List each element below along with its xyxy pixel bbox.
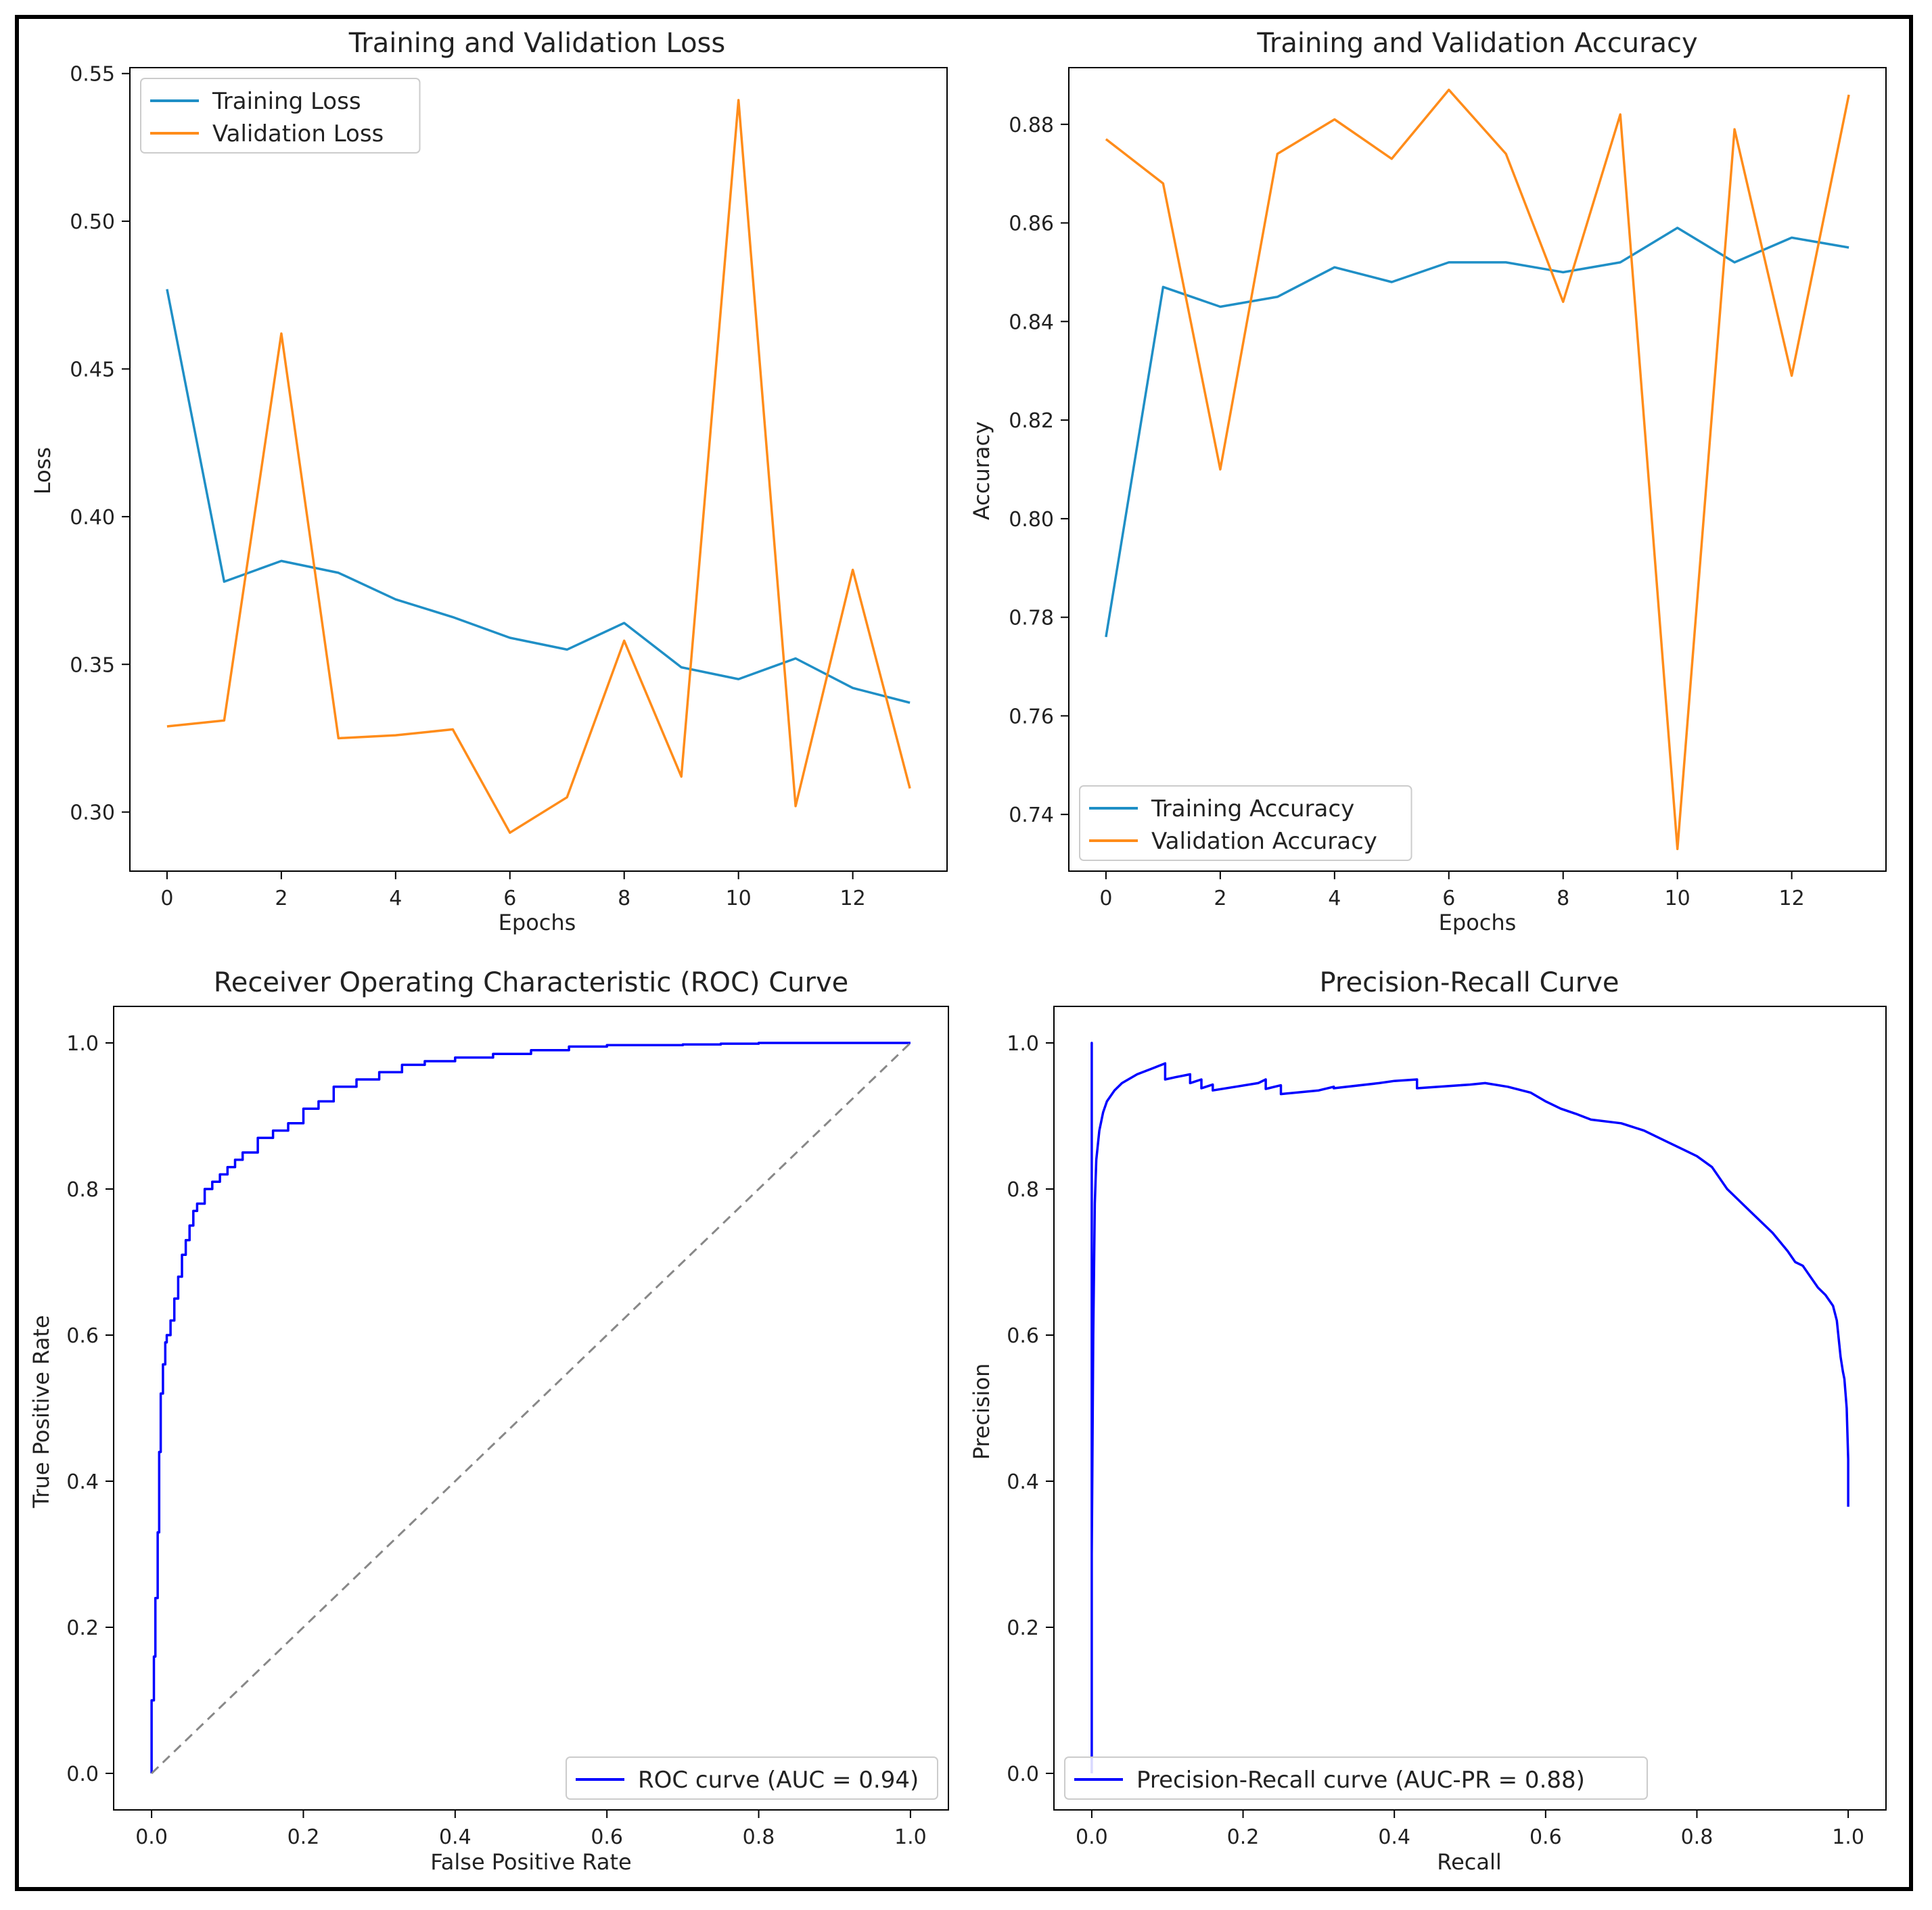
loss-y-tick-label: 0.40 (70, 506, 115, 530)
loss-y-tick-label: 0.50 (70, 210, 115, 234)
accuracy-y-tick-label: 0.80 (1009, 508, 1054, 532)
accuracy-validation-accuracy-line (1105, 89, 1850, 850)
pr-chart-panel: Precision-Recall Curve Recall Precision … (969, 967, 1887, 1875)
accuracy-legend: Training Accuracy Validation Accuracy (1079, 785, 1412, 861)
pr-x-tick-label: 0.8 (1681, 1825, 1714, 1849)
accuracy-legend-label: Training Accuracy (1151, 795, 1354, 822)
loss-x-tick-label: 0 (160, 887, 173, 910)
roc-x-axis-label: False Positive Rate (430, 1849, 631, 1875)
figure-frame (15, 15, 1913, 1891)
pr-y-tick-label: 0.2 (1007, 1616, 1039, 1640)
accuracy-y-tick-label: 0.76 (1009, 705, 1054, 728)
loss-x-tick-label: 8 (618, 887, 630, 910)
pr-x-tick-label: 1.0 (1832, 1825, 1864, 1849)
pr-y-tick-label: 0.8 (1007, 1178, 1039, 1202)
roc-y-tick-label: 0.0 (66, 1763, 99, 1786)
loss-chart-panel: Training and Validation Loss Epochs Loss… (30, 28, 948, 935)
roc-y-tick-label: 0.2 (66, 1616, 99, 1640)
accuracy-x-tick-label: 4 (1328, 887, 1341, 910)
loss-x-tick-label: 2 (275, 887, 288, 910)
accuracy-training-accuracy-line (1105, 227, 1849, 638)
roc-x-tick-label: 1.0 (894, 1825, 927, 1849)
roc-chart-title: Receiver Operating Characteristic (ROC) … (214, 967, 849, 998)
loss-validation-loss-line (166, 99, 911, 834)
roc-x-tick-label: 0.2 (288, 1825, 320, 1849)
loss-axes-frame (129, 67, 948, 872)
pr-x-tick-label: 0.6 (1530, 1825, 1562, 1849)
roc-x-tick-label: 0.8 (743, 1825, 775, 1849)
loss-y-tick-label: 0.55 (70, 63, 115, 87)
accuracy-y-tick-label: 0.88 (1009, 114, 1054, 137)
loss-x-tick-label: 12 (840, 887, 866, 910)
accuracy-chart-panel: Training and Validation Accuracy Epochs … (969, 28, 1887, 935)
pr-y-tick-label: 0.4 (1007, 1470, 1039, 1494)
accuracy-x-axis-label: Epochs (1439, 910, 1517, 935)
loss-y-tick-label: 0.45 (70, 358, 115, 382)
pr-precision-recall-curve-auc-pr-0-88-line (1090, 1042, 1849, 1773)
accuracy-x-tick-label: 8 (1557, 887, 1569, 910)
loss-y-tick-label: 0.30 (70, 801, 115, 825)
roc-x-tick-label: 0.4 (439, 1825, 472, 1849)
pr-y-axis-label: Precision (969, 1364, 994, 1460)
pr-y-tick-label: 0.6 (1007, 1324, 1039, 1348)
pr-x-tick-label: 0.4 (1378, 1825, 1410, 1849)
accuracy-chart-title: Training and Validation Accuracy (1256, 28, 1697, 59)
loss-training-loss-line (166, 289, 911, 704)
roc-legend-label: ROC curve (AUC = 0.94) (638, 1767, 919, 1794)
roc-y-tick-label: 1.0 (66, 1032, 99, 1056)
pr-y-tick-label: 0.0 (1007, 1763, 1039, 1786)
pr-legend-label: Precision-Recall curve (AUC-PR = 0.88) (1136, 1767, 1585, 1794)
accuracy-axes-frame (1068, 67, 1887, 872)
accuracy-legend-label: Validation Accuracy (1151, 828, 1377, 855)
loss-legend: Training Loss Validation Loss (140, 78, 421, 154)
loss-legend-label: Training Loss (212, 88, 361, 115)
accuracy-y-tick-label: 0.84 (1009, 310, 1054, 334)
roc-y-tick-label: 0.6 (66, 1324, 99, 1348)
pr-x-tick-label: 0.0 (1076, 1825, 1108, 1849)
accuracy-x-tick-label: 2 (1214, 887, 1226, 910)
pr-x-axis-label: Recall (1437, 1849, 1501, 1875)
roc-x-tick-label: 0.0 (135, 1825, 168, 1849)
pr-x-tick-label: 0.2 (1227, 1825, 1260, 1849)
accuracy-x-tick-label: 0 (1099, 887, 1112, 910)
accuracy-x-tick-label: 12 (1779, 887, 1805, 910)
loss-x-tick-label: 4 (389, 887, 402, 910)
roc-chance-diagonal-line (151, 1042, 911, 1775)
roc-x-tick-label: 0.6 (591, 1825, 623, 1849)
accuracy-y-tick-label: 0.78 (1009, 607, 1054, 630)
roc-axes-frame (113, 1006, 949, 1811)
loss-chart-title: Training and Validation Loss (348, 28, 725, 59)
loss-legend-label: Validation Loss (212, 120, 384, 147)
accuracy-y-tick-label: 0.74 (1009, 803, 1054, 827)
accuracy-x-tick-label: 10 (1665, 887, 1690, 910)
roc-y-axis-label: True Positive Rate (28, 1315, 54, 1508)
loss-x-tick-label: 6 (503, 887, 516, 910)
loss-x-tick-label: 10 (726, 887, 752, 910)
accuracy-y-axis-label: Accuracy (969, 421, 994, 520)
loss-x-axis-label: Epochs (499, 910, 576, 935)
pr-legend: Precision-Recall curve (AUC-PR = 0.88) (1064, 1756, 1648, 1800)
roc-y-tick-label: 0.8 (66, 1178, 99, 1202)
roc-chart-panel: Receiver Operating Characteristic (ROC) … (28, 967, 949, 1875)
accuracy-y-tick-label: 0.86 (1009, 212, 1054, 236)
accuracy-y-tick-label: 0.82 (1009, 409, 1054, 433)
pr-y-tick-label: 1.0 (1007, 1032, 1039, 1056)
roc-legend: ROC curve (AUC = 0.94) (566, 1756, 938, 1800)
loss-y-tick-label: 0.35 (70, 653, 115, 677)
pr-axes-frame (1053, 1006, 1887, 1811)
pr-chart-title: Precision-Recall Curve (1320, 967, 1619, 998)
roc-y-tick-label: 0.4 (66, 1470, 99, 1494)
loss-y-axis-label: Loss (30, 447, 55, 494)
accuracy-x-tick-label: 6 (1442, 887, 1455, 910)
roc-roc-curve-auc-0-94-line (150, 1042, 911, 1773)
